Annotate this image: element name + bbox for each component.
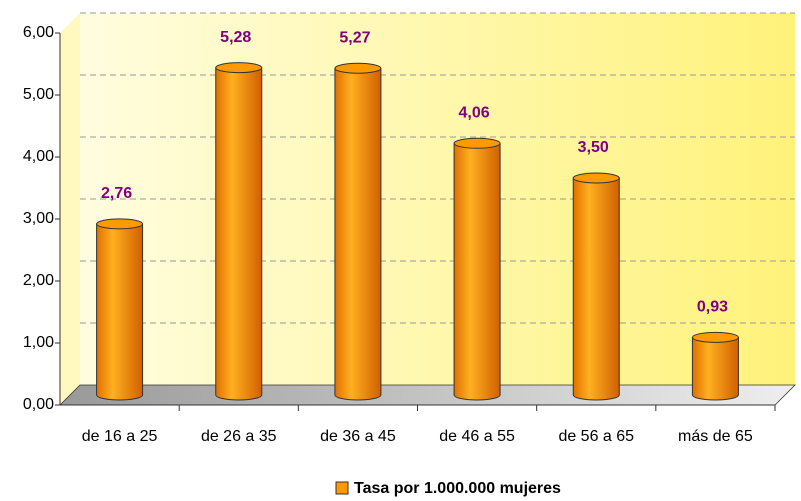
data-label: 5,28 [220, 29, 251, 46]
bar-part [691, 336, 739, 401]
bar-part [691, 331, 739, 343]
legend: Tasa por 1.000.000 mujeres [335, 480, 561, 497]
bar-part [215, 62, 263, 74]
data-label: 5,27 [339, 29, 370, 46]
bar-part [572, 177, 620, 401]
bar [572, 172, 620, 401]
legend-label: Tasa por 1.000.000 mujeres [354, 480, 561, 497]
x-tick-label: de 46 a 55 [439, 428, 515, 445]
y-tick-label: 0,00 [23, 396, 54, 413]
bar-part [453, 142, 501, 401]
y-tick-label: 2,00 [23, 272, 54, 289]
bar [96, 218, 144, 401]
y-tick-label: 4,00 [23, 148, 54, 165]
x-tick-label: más de 65 [678, 428, 753, 445]
legend-swatch [335, 481, 349, 495]
data-label: 3,50 [578, 139, 609, 156]
x-tick-label: de 16 a 25 [82, 428, 158, 445]
side-wall [60, 13, 80, 405]
bar [215, 62, 263, 401]
x-tick-label: de 56 a 65 [558, 428, 634, 445]
bar-part [453, 137, 501, 149]
bar [691, 331, 739, 401]
bar [334, 62, 382, 401]
data-label: 4,06 [459, 104, 490, 121]
data-label: 2,76 [101, 185, 132, 202]
bar-part [215, 67, 263, 401]
bar-part [334, 62, 382, 74]
bar-part [96, 223, 144, 401]
bar-part [334, 67, 382, 401]
floor [59, 384, 796, 406]
x-tick-label: de 36 a 45 [320, 428, 396, 445]
y-tick-label: 5,00 [23, 86, 54, 103]
data-label: 0,93 [697, 299, 728, 316]
y-tick-label: 6,00 [23, 24, 54, 41]
y-tick-label: 3,00 [23, 210, 54, 227]
back-wall [80, 13, 795, 385]
x-tick-label: de 26 a 35 [201, 428, 277, 445]
bar-part [96, 218, 144, 230]
y-tick-label: 1,00 [23, 334, 54, 351]
bar [453, 137, 501, 401]
bar-part [572, 172, 620, 184]
